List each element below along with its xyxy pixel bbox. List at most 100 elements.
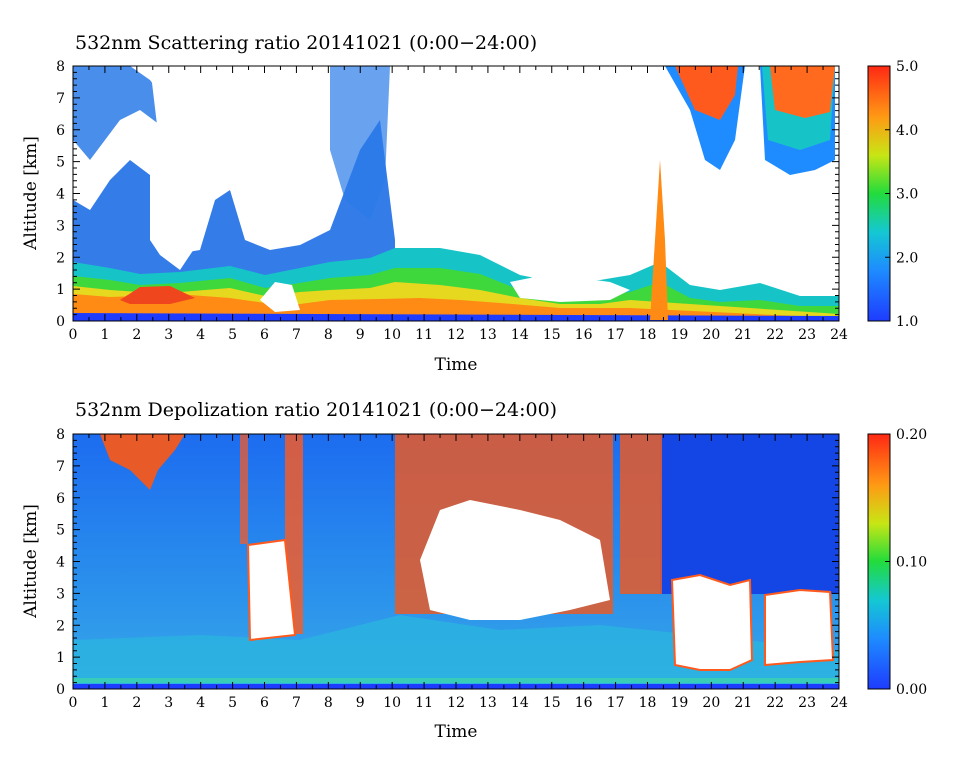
depolarization-xlabel: Time bbox=[435, 722, 478, 742]
x-tick-label: 10 bbox=[383, 695, 401, 711]
colorbar-tick-label: 5.0 bbox=[896, 59, 918, 75]
scattering-boundary-orange bbox=[73, 290, 839, 321]
x-tick-label: 22 bbox=[766, 327, 784, 343]
y-tick-label: 8 bbox=[56, 59, 65, 75]
x-tick-label: 17 bbox=[607, 327, 625, 343]
x-tick-label: 16 bbox=[575, 327, 593, 343]
colorbar-tick-label: 0.20 bbox=[896, 427, 927, 443]
x-tick-label: 2 bbox=[132, 695, 141, 711]
scattering-boundary-red bbox=[120, 286, 195, 304]
x-tick-label: 3 bbox=[164, 327, 173, 343]
scattering-title: 532nm Scattering ratio 20141021 (0:00−24… bbox=[75, 32, 537, 54]
colorbar-tick-label: 3.0 bbox=[896, 187, 918, 203]
x-tick-label: 8 bbox=[324, 327, 333, 343]
y-tick-label: 6 bbox=[56, 123, 65, 139]
colorbar-tick-label: 1.0 bbox=[896, 314, 918, 330]
x-tick-label: 1 bbox=[100, 695, 109, 711]
depol-cirrus-left bbox=[100, 434, 185, 490]
y-tick-label: 2 bbox=[56, 250, 65, 266]
x-tick-label: 20 bbox=[702, 327, 720, 343]
y-tick-label: 6 bbox=[56, 491, 65, 507]
depolarization-axes: 0 1 2 3 4 5 6 7 8 9 10 11 12 13 14 15 16 17 18 19 20 21 22 23 24… bbox=[56, 427, 848, 711]
y-tick-label: 1 bbox=[56, 650, 65, 666]
x-tick-label: 0 bbox=[69, 695, 78, 711]
x-tick-label: 7 bbox=[292, 695, 301, 711]
x-tick-label: 6 bbox=[260, 695, 269, 711]
depolarization-colorbar-ticks: 0.00 0.10 0.20 bbox=[885, 427, 927, 698]
scattering-white-gap-1 bbox=[260, 282, 300, 312]
scattering-cirrus-blue-2 bbox=[330, 66, 390, 220]
x-tick-label: 12 bbox=[447, 695, 465, 711]
scattering-colorbar-ticks: 1.0 2.0 3.0 4.0 5.0 bbox=[885, 59, 918, 330]
x-tick-label: 21 bbox=[734, 327, 752, 343]
depolarization-title: 532nm Depolization ratio 20141021 (0:00−… bbox=[75, 399, 557, 421]
x-tick-label: 11 bbox=[415, 695, 433, 711]
x-tick-label: 2 bbox=[132, 327, 141, 343]
depolarization-heatmap bbox=[73, 434, 839, 689]
colorbar-tick-label: 4.0 bbox=[896, 123, 918, 139]
x-tick-label: 5 bbox=[228, 327, 237, 343]
x-tick-label: 3 bbox=[164, 695, 173, 711]
x-tick-label: 14 bbox=[511, 327, 529, 343]
depolarization-ylabel: Altitude [km] bbox=[21, 504, 41, 619]
depolarization-ratio-panel: 532nm Depolization ratio 20141021 (0:00−… bbox=[21, 399, 927, 742]
x-tick-label: 10 bbox=[383, 327, 401, 343]
x-tick-label: 4 bbox=[196, 695, 205, 711]
y-tick-label: 4 bbox=[56, 187, 65, 203]
x-tick-label: 23 bbox=[798, 695, 816, 711]
scattering-ylabel: Altitude [km] bbox=[21, 136, 41, 251]
y-tick-label: 4 bbox=[56, 555, 65, 571]
scattering-xlabel: Time bbox=[435, 355, 478, 375]
depol-lower-cyan bbox=[73, 615, 839, 689]
x-tick-label: 15 bbox=[543, 327, 561, 343]
x-tick-label: 5 bbox=[228, 695, 237, 711]
depol-red-block-2 bbox=[620, 434, 662, 594]
y-tick-label: 5 bbox=[56, 523, 65, 539]
x-tick-label: 18 bbox=[639, 695, 657, 711]
x-tick-label: 19 bbox=[671, 327, 689, 343]
y-tick-label: 8 bbox=[56, 427, 65, 443]
depol-deep-blue-1 bbox=[660, 434, 839, 594]
x-tick-label: 15 bbox=[543, 695, 561, 711]
depol-white-2 bbox=[420, 500, 610, 620]
x-tick-label: 16 bbox=[575, 695, 593, 711]
colorbar-tick-label: 2.0 bbox=[896, 250, 918, 266]
x-tick-label: 13 bbox=[479, 695, 497, 711]
scattering-high-cloud-1-core bbox=[675, 66, 738, 120]
x-tick-label: 7 bbox=[292, 327, 301, 343]
scattering-white-gap-4 bbox=[150, 66, 330, 270]
scattering-spike bbox=[650, 160, 668, 320]
x-tick-label: 0 bbox=[69, 327, 78, 343]
x-tick-label: 1 bbox=[100, 327, 109, 343]
depol-white-4 bbox=[764, 588, 835, 667]
y-tick-label: 5 bbox=[56, 155, 65, 171]
scattering-axes: 0 1 2 3 4 5 6 7 8 9 10 11 12 13 14 15 16 17 18 19 20 21 22 23 24… bbox=[56, 59, 848, 343]
x-tick-label: 9 bbox=[356, 327, 365, 343]
y-tick-label: 1 bbox=[56, 282, 65, 298]
x-tick-label: 21 bbox=[734, 695, 752, 711]
scattering-ratio-panel: 532nm Scattering ratio 20141021 (0:00−24… bbox=[21, 32, 918, 375]
y-tick-label: 0 bbox=[56, 682, 65, 698]
scattering-white-gap-2 bbox=[510, 276, 630, 302]
depol-red-strip bbox=[240, 434, 248, 544]
x-tick-label: 4 bbox=[196, 327, 205, 343]
colorbar-tick-label: 0.10 bbox=[896, 555, 927, 571]
x-tick-label: 19 bbox=[671, 695, 689, 711]
x-tick-label: 11 bbox=[415, 327, 433, 343]
x-tick-label: 12 bbox=[447, 327, 465, 343]
y-tick-label: 7 bbox=[56, 459, 65, 475]
scattering-cirrus-left bbox=[73, 66, 165, 160]
colorbar-tick-label: 0.00 bbox=[896, 682, 927, 698]
y-tick-label: 2 bbox=[56, 618, 65, 634]
x-tick-label: 6 bbox=[260, 327, 269, 343]
x-tick-label: 24 bbox=[830, 327, 848, 343]
x-tick-label: 14 bbox=[511, 695, 529, 711]
depol-white-1 bbox=[246, 538, 297, 642]
depol-surface-green bbox=[73, 678, 839, 683]
y-tick-label: 7 bbox=[56, 91, 65, 107]
x-tick-label: 18 bbox=[639, 327, 657, 343]
x-tick-label: 20 bbox=[702, 695, 720, 711]
y-tick-label: 0 bbox=[56, 314, 65, 330]
x-tick-label: 13 bbox=[479, 327, 497, 343]
